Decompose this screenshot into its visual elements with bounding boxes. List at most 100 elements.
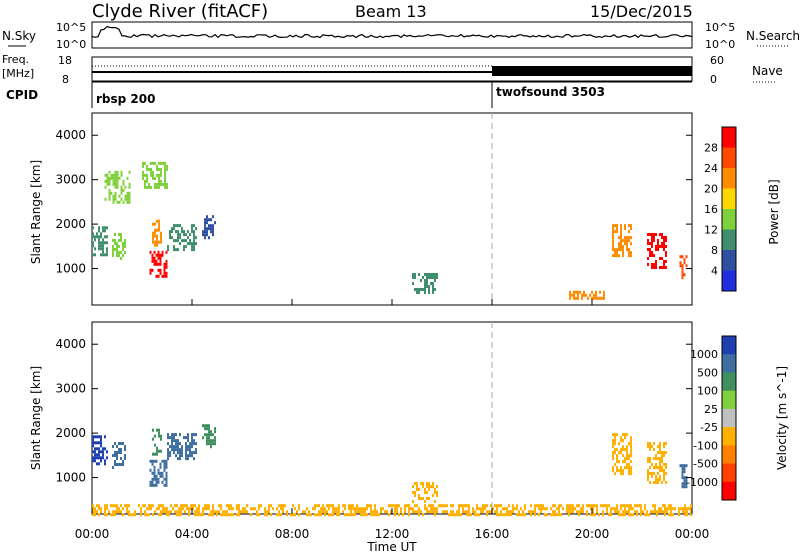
echo-cell [258, 504, 260, 508]
echo-cell [94, 513, 96, 517]
echo-cell [163, 477, 166, 481]
echo-cell [163, 268, 166, 272]
echo-cell [106, 504, 108, 508]
echo-cell [176, 510, 178, 514]
echo-cell [442, 504, 444, 508]
echo-cell [152, 234, 154, 238]
echo-cell [210, 430, 212, 434]
echo-cell [142, 504, 144, 508]
echo-cell [524, 513, 526, 517]
echo-cell [92, 510, 94, 514]
echo-cell [142, 161, 144, 165]
echo-cell [590, 504, 592, 508]
echo-cell [486, 510, 488, 514]
echo-cell [430, 276, 432, 279]
echo-cell [593, 293, 595, 297]
echo-cell [434, 279, 436, 282]
echo-cell [644, 513, 646, 517]
echo-cell [120, 448, 122, 451]
echo-cell [118, 176, 121, 180]
nave-tick-bottom: 0 [710, 73, 717, 86]
echo-cell [659, 442, 661, 445]
echo-cell [156, 243, 158, 247]
echo-cell [412, 282, 414, 285]
echo-cell [157, 477, 160, 481]
echo-cell [328, 507, 330, 511]
echo-cell [546, 507, 548, 511]
cpid-strip: CPID rbsp 200 twofsound 3503 [6, 81, 692, 108]
figure-title: Clyde River (fitACF) [92, 1, 268, 22]
echo-cell [160, 240, 162, 244]
echo-cell [98, 241, 100, 245]
echo-cell [120, 233, 122, 236]
echo-cell [162, 182, 164, 186]
echo-cell [354, 513, 356, 517]
echo-cell [124, 448, 126, 451]
echo-cell [334, 510, 336, 514]
echo-cell [466, 504, 468, 508]
echo-cell [647, 445, 649, 448]
echo-cell [544, 507, 546, 511]
echo-cell [432, 494, 434, 497]
echo-cell [628, 504, 630, 508]
echo-cell [167, 433, 169, 437]
echo-cell [426, 482, 428, 485]
echo-cell [151, 480, 154, 484]
echo-cell [204, 427, 206, 431]
echo-cell [94, 510, 96, 514]
echo-cell [522, 510, 524, 514]
echo-cell [210, 445, 212, 449]
echo-cell [670, 513, 672, 517]
echo-cell [179, 433, 181, 437]
echo-cell [668, 504, 670, 508]
echo-cell [196, 510, 198, 514]
echo-cell [683, 470, 686, 474]
echo-cell [182, 504, 184, 508]
echo-cell [208, 439, 210, 443]
echo-cell [208, 218, 210, 222]
echo-cell [416, 504, 418, 508]
nave-label: Nave [752, 64, 783, 78]
echo-cell [198, 507, 200, 511]
echo-cell [156, 428, 158, 432]
echo-cell [636, 504, 638, 508]
echo-cell [578, 510, 580, 514]
echo-cell [146, 167, 148, 171]
echo-cell [659, 445, 661, 448]
echo-cell [622, 433, 624, 437]
echo-cell [665, 451, 667, 454]
echo-cell [430, 507, 432, 511]
echo-cell [506, 510, 508, 514]
echo-cell [120, 239, 122, 242]
echo-cell [628, 513, 630, 517]
echo-cell [100, 253, 102, 257]
echo-cell [659, 469, 661, 472]
echo-cell [418, 513, 420, 517]
echo-cell [110, 504, 112, 508]
echo-cell [98, 238, 100, 242]
echo-cell [400, 510, 402, 514]
echo-cell [566, 510, 568, 514]
echo-cell [175, 248, 177, 252]
echo-cell [206, 507, 208, 511]
echo-cell [159, 271, 162, 275]
echo-cell [608, 504, 610, 508]
echo-cell [240, 510, 242, 514]
echo-cell [118, 239, 120, 242]
echo-cell [158, 173, 160, 177]
echo-cell [106, 241, 108, 245]
echo-cell [179, 224, 181, 228]
echo-cell [394, 510, 396, 514]
echo-cell [158, 225, 160, 229]
echo-cell [690, 507, 692, 511]
echo-cell [628, 507, 630, 511]
echo-cell [597, 296, 599, 300]
echo-cell [122, 179, 125, 183]
echo-cell [394, 513, 396, 517]
echo-cell [663, 451, 665, 454]
echo-cell [126, 510, 128, 514]
colorbar-tick-label: -25 [700, 421, 718, 434]
echo-cell [244, 510, 246, 514]
echo-cell [161, 253, 164, 257]
echo-cell [144, 173, 146, 177]
